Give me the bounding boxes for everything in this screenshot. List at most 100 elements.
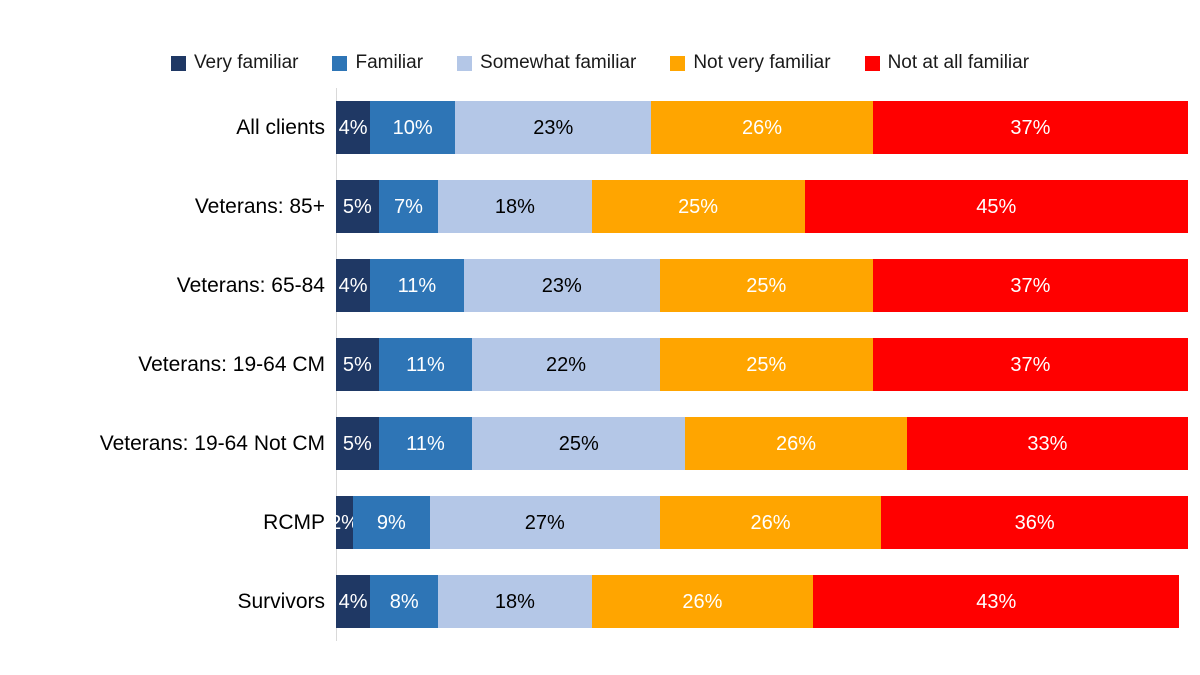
- chart-row-survivors: Survivors 4% 8% 18% 26% 43%: [0, 562, 1200, 641]
- bar-segment-familiar: 9%: [353, 496, 430, 549]
- bar-segment-somewhat-familiar: 18%: [438, 575, 592, 628]
- bar-value-label: 25%: [678, 195, 719, 218]
- bar-value-label: 4%: [338, 116, 368, 139]
- bar-segment-not-at-all-familiar: 45%: [804, 180, 1188, 233]
- bar-value-label: 18%: [494, 590, 535, 613]
- bar-value-label: 26%: [776, 432, 817, 455]
- bar-value-label: 5%: [342, 195, 372, 218]
- chart-row-veterans-19-64-cm: Veterans: 19-64 CM 5% 11% 22% 25% 37%: [0, 325, 1200, 404]
- bar-segment-not-very-familiar: 26%: [659, 496, 882, 549]
- bar-segment-not-very-familiar: 25%: [659, 338, 873, 391]
- bar-track: 4% 11% 23% 25% 37%: [336, 259, 1188, 312]
- category-label: All clients: [236, 115, 325, 139]
- category-label: Veterans: 19-64 CM: [138, 352, 325, 376]
- bar-value-label: 10%: [392, 116, 433, 139]
- chart-row-veterans-19-64-not-cm: Veterans: 19-64 Not CM 5% 11% 25% 26% 33%: [0, 404, 1200, 483]
- legend-label: Somewhat familiar: [480, 52, 637, 73]
- bar-value-label: 7%: [393, 195, 423, 218]
- bar-value-label: 18%: [494, 195, 535, 218]
- legend-item-familiar: Familiar: [332, 52, 423, 74]
- legend-label: Very familiar: [193, 52, 299, 73]
- bar-segment-familiar: 8%: [370, 575, 439, 628]
- bar-value-label: 43%: [976, 590, 1017, 613]
- bar-segment-not-very-familiar: 25%: [659, 259, 873, 312]
- bar-value-label: 25%: [746, 274, 787, 297]
- bar-segment-very-familiar: 5%: [336, 180, 379, 233]
- legend-label: Familiar: [355, 52, 424, 73]
- category-label: Veterans: 65-84: [176, 273, 325, 297]
- bar-value-label: 2%: [330, 511, 359, 534]
- category-label: RCMP: [263, 510, 325, 534]
- legend-swatch-somewhat-familiar: [457, 55, 473, 71]
- legend-swatch-not-at-all-familiar: [864, 55, 880, 71]
- bar-value-label: 11%: [397, 274, 437, 297]
- bar-track: 4% 8% 18% 26% 43%: [336, 575, 1188, 628]
- bar-segment-somewhat-familiar: 25%: [472, 417, 686, 470]
- bar-segment-very-familiar: 4%: [336, 259, 371, 312]
- category-label: Survivors: [237, 589, 325, 613]
- bar-segment-not-at-all-familiar: 43%: [813, 575, 1180, 628]
- bar-value-label: 33%: [1027, 432, 1068, 455]
- chart-row-all-clients: All clients 4% 10% 23% 26% 37%: [0, 88, 1200, 167]
- bar-segment-very-familiar: 5%: [336, 417, 379, 470]
- bar-value-label: 26%: [750, 511, 791, 534]
- chart-legend: Very familiar Familiar Somewhat familiar No…: [0, 52, 1200, 74]
- bar-segment-very-familiar: 5%: [336, 338, 379, 391]
- bar-value-label: 37%: [1010, 116, 1051, 139]
- chart-row-veterans-85: Veterans: 85+ 5% 7% 18% 25% 45%: [0, 167, 1200, 246]
- bar-value-label: 27%: [524, 511, 565, 534]
- bar-segment-very-familiar: 2%: [330, 496, 359, 549]
- bar-track: 4% 10% 23% 26% 37%: [336, 101, 1188, 154]
- legend-swatch-not-very-familiar: [670, 55, 686, 71]
- bar-value-label: 23%: [533, 116, 574, 139]
- bar-value-label: 36%: [1014, 511, 1055, 534]
- bar-value-label: 22%: [546, 353, 587, 376]
- bar-segment-familiar: 11%: [378, 417, 473, 470]
- bar-value-label: 23%: [541, 274, 582, 297]
- category-label: Veterans: 19-64 Not CM: [99, 431, 325, 455]
- bar-segment-not-very-familiar: 25%: [591, 180, 805, 233]
- bar-value-label: 5%: [342, 432, 372, 455]
- bar-value-label: 9%: [376, 511, 406, 534]
- bar-segment-somewhat-familiar: 22%: [472, 338, 660, 391]
- bar-segment-somewhat-familiar: 23%: [455, 101, 652, 154]
- bar-value-label: 25%: [746, 353, 787, 376]
- bar-track: 5% 11% 25% 26% 33%: [336, 417, 1188, 470]
- bar-segment-not-at-all-familiar: 37%: [872, 338, 1188, 391]
- bar-value-label: 8%: [389, 590, 419, 613]
- bar-segment-very-familiar: 4%: [336, 101, 371, 154]
- bar-value-label: 4%: [338, 590, 368, 613]
- bar-segment-not-at-all-familiar: 33%: [906, 417, 1188, 470]
- bar-segment-familiar: 11%: [378, 338, 473, 391]
- bar-track: 2% 9% 27% 26% 36%: [330, 496, 1188, 549]
- bar-value-label: 45%: [976, 195, 1017, 218]
- plot-area: All clients 4% 10% 23% 26% 37% Veterans: 85+ 5%…: [0, 88, 1200, 641]
- bar-segment-not-very-familiar: 26%: [651, 101, 873, 154]
- bar-value-label: 25%: [558, 432, 599, 455]
- bar-segment-not-very-familiar: 26%: [685, 417, 907, 470]
- bar-value-label: 37%: [1010, 353, 1051, 376]
- bar-segment-not-at-all-familiar: 37%: [872, 259, 1188, 312]
- bar-track: 5% 11% 22% 25% 37%: [336, 338, 1188, 391]
- chart-row-rcmp: RCMP 2% 9% 27% 26% 36%: [0, 483, 1200, 562]
- legend-item-very-familiar: Very familiar: [170, 52, 299, 74]
- bar-segment-somewhat-familiar: 18%: [438, 180, 592, 233]
- bar-segment-familiar: 7%: [378, 180, 439, 233]
- bar-value-label: 11%: [406, 432, 445, 455]
- bar-segment-not-at-all-familiar: 36%: [881, 496, 1188, 549]
- bar-value-label: 11%: [406, 353, 445, 376]
- legend-item-not-at-all-familiar: Not at all familiar: [864, 52, 1029, 74]
- bar-value-label: 37%: [1010, 274, 1051, 297]
- bar-segment-familiar: 11%: [370, 259, 464, 312]
- legend-swatch-familiar: [332, 55, 348, 71]
- legend-label: Not very familiar: [693, 52, 831, 73]
- legend-swatch-very-familiar: [170, 55, 186, 71]
- bar-segment-not-very-familiar: 26%: [591, 575, 814, 628]
- bar-value-label: 26%: [741, 116, 782, 139]
- bar-segment-somewhat-familiar: 23%: [463, 259, 660, 312]
- category-label: Veterans: 85+: [194, 194, 325, 218]
- bar-segment-not-at-all-familiar: 37%: [872, 101, 1188, 154]
- bar-value-label: 5%: [342, 353, 372, 376]
- legend-item-somewhat-familiar: Somewhat familiar: [457, 52, 636, 74]
